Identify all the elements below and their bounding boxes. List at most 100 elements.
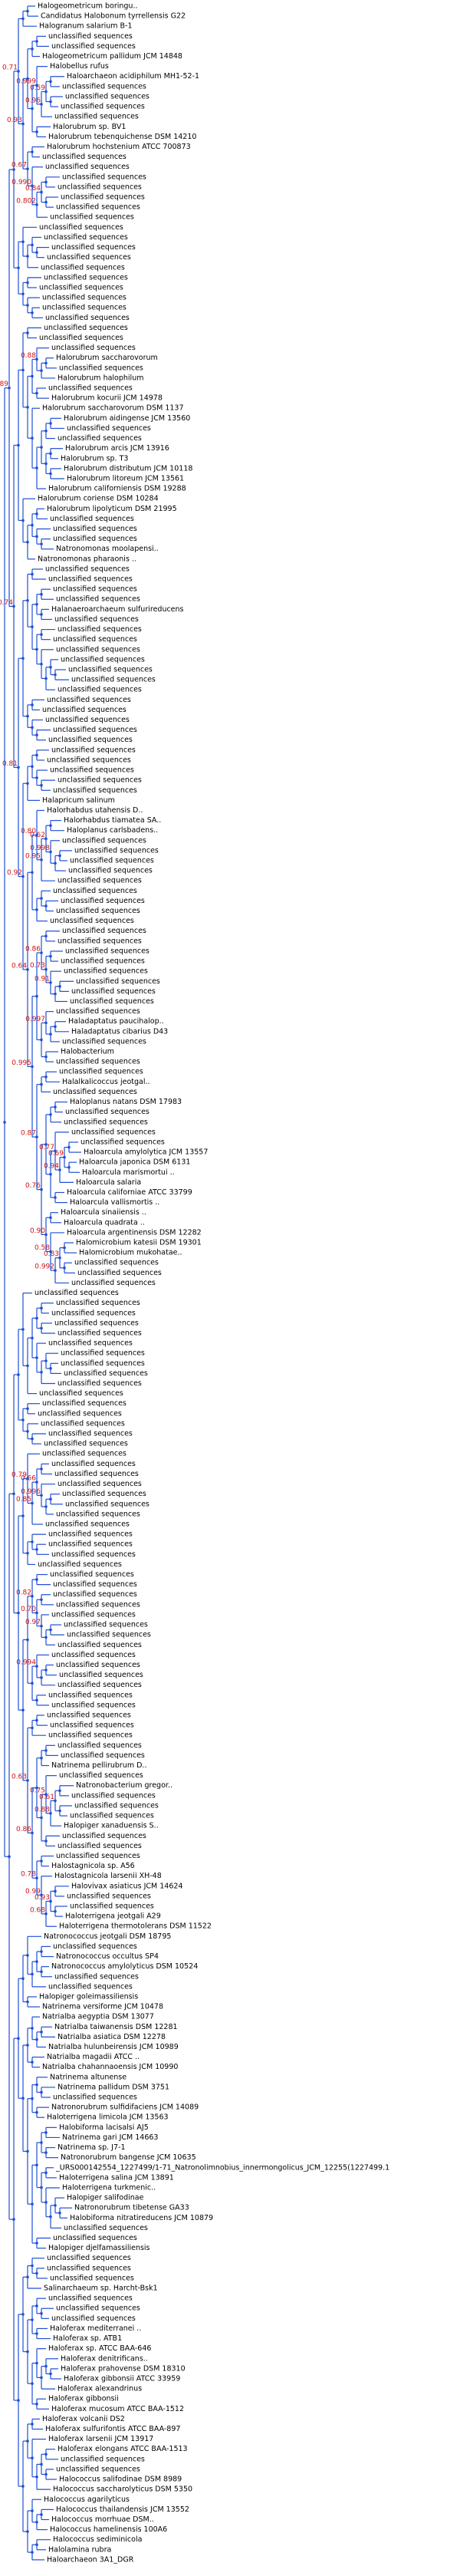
leaf-label: Haloplanus carlsbadens.. [67,826,158,835]
node [44,1840,48,1843]
node [35,357,38,361]
leaf-label: unclassified sequences [39,1389,123,1398]
leaf-label: Salinarchaeum sp. Harcht-Bsk1 [44,2284,158,2293]
node [44,2364,48,2368]
support-value: 0.990 [12,179,31,186]
node [35,908,38,911]
leaf-label: Halococcus salifodinae DSM 8989 [59,2476,182,2484]
node [21,2313,25,2316]
leaf-label: Haloarcula sinaiiensis .. [61,1208,146,1217]
node [26,540,29,544]
leaf-label: unclassified sequences [58,686,142,694]
node [3,1121,6,1124]
node [44,1055,48,1059]
leaf-label: Haloferax alexandrinus [58,2385,142,2393]
leaf-label: Halococcus agarilyticus [44,2495,130,2504]
leaf-label: unclassified sequences [58,776,142,785]
leaf-label: Natronorubrum sulfidifaciens JCM 14089 [51,2103,199,2112]
leaf-label: unclassified sequences [48,1339,133,1348]
node [26,9,29,13]
leaf-label: unclassified sequences [50,1570,134,1579]
node [40,1893,43,1897]
node [49,1628,52,1632]
node [40,542,43,545]
node [44,1075,48,1079]
leaf-label: unclassified sequences [48,1982,133,1991]
node [35,2037,38,2041]
leaf-label: unclassified sequences [62,1490,146,1498]
leaf-label: unclassified sequences [59,364,143,372]
node [31,2382,34,2385]
leaf-label: unclassified sequences [39,334,123,342]
node [26,304,29,307]
leaf-label: Haloplanus natans DSM 17983 [70,1098,182,1106]
node [40,858,43,861]
leaf-label: unclassified sequences [56,907,140,915]
leaf-label: Halorubrum coriense DSM 10284 [38,495,159,503]
support-value: 0.64 [12,962,27,970]
leaf-label: unclassified sequences [76,977,160,986]
node [49,1497,52,1501]
leaf-label: Halostagnicola sp. A56 [51,1862,135,1870]
node [44,967,48,971]
leaf-label: unclassified sequences [41,1419,125,1428]
node [49,1113,52,1116]
leaf-label: unclassified sequences [53,1942,137,1951]
leaf-label: unclassified sequences [70,857,154,865]
leaf-label: Halorhabdus utahensis D.. [47,806,143,815]
leaf-label: unclassified sequences [67,424,151,433]
leaf-label: unclassified sequences [56,1510,140,1518]
leaf-label: unclassified sequences [53,2093,137,2102]
node [31,1726,34,1730]
node [58,854,61,858]
node [63,1246,66,1250]
leaf-label: unclassified sequences [58,1480,142,1488]
node [49,2372,52,2376]
leaf-label: Halomicrobium katesii DSM 19301 [76,1239,202,1247]
node [49,80,52,84]
node [35,1578,38,1581]
node [35,2361,38,2365]
leaf-label: unclassified sequences [61,103,145,111]
node [58,985,61,988]
leaf-label: unclassified sequences [58,183,142,191]
node [26,1429,29,1433]
leaf-label: Halorubrum kocurii JCM 14978 [51,394,163,403]
leaf-label: Haloarcula quadrata .. [64,1218,145,1227]
node [26,77,29,81]
leaf-label: Halogranum salarium B-1 [39,22,133,31]
node [26,1779,29,1782]
leaf-label: unclassified sequences [48,384,133,393]
leaf-label: Halorubrum sp. T3 [61,454,128,463]
leaf-label: unclassified sequences [58,1842,142,1850]
node [26,2149,29,2153]
node [63,1155,66,1159]
support-value: 0.90 [30,1227,45,1235]
leaf-label: unclassified sequences [68,665,153,674]
node [31,150,34,153]
node [49,1811,52,1815]
leaf-label: unclassified sequences [62,82,146,91]
node [49,472,52,476]
node [31,625,34,628]
leaf-label: unclassified sequences [45,565,130,573]
leaf-label: Haloferax mediterranei .. [50,2324,141,2333]
leaf-label: Natronorubrum bangense JCM 10635 [61,2153,196,2162]
node [40,190,43,194]
support-value: 0.73 [30,962,45,970]
leaf-label: unclassified sequences [47,253,131,262]
node [35,2304,38,2308]
node [44,180,48,184]
leaf-label: unclassified sequences [71,1279,156,1287]
leaf-label: unclassified sequences [58,937,142,945]
leaf-label: unclassified sequences [53,726,137,734]
leaf-label: unclassified sequences [38,1409,122,1418]
leaf-label: Halorubrum saccharovorum DSM 1137 [42,404,184,413]
node [12,1492,15,1496]
node [35,84,38,87]
node [31,374,34,378]
leaf-label: unclassified sequences [67,1631,151,1639]
node [58,1809,61,1813]
leaf-label: Halorubrum sp. BV1 [53,123,126,131]
leaf-label: unclassified sequences [61,957,145,966]
